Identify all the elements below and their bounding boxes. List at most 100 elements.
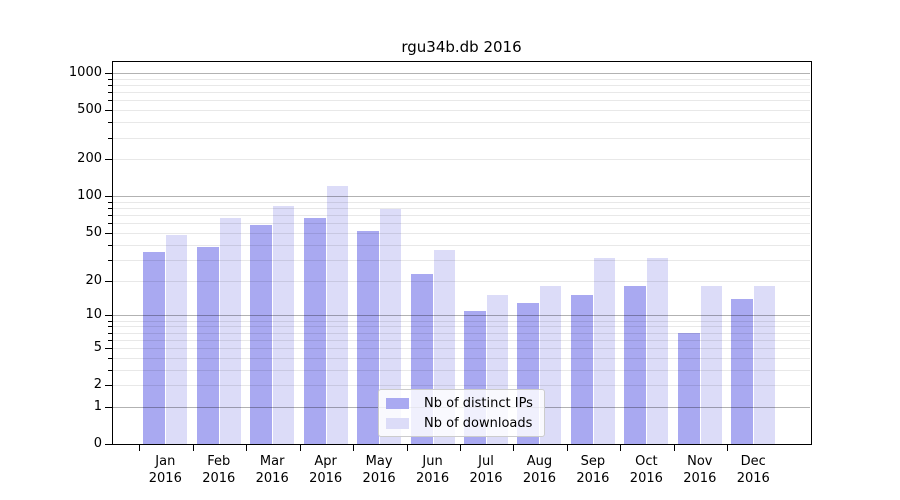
y-minor-tick bbox=[108, 332, 112, 334]
gridline-minor bbox=[113, 332, 810, 334]
x-tick bbox=[727, 445, 729, 451]
y-tick bbox=[105, 385, 112, 387]
gridline-minor bbox=[113, 201, 810, 203]
gridline-minor bbox=[113, 208, 810, 210]
x-tick-label: Oct 2016 bbox=[616, 453, 676, 487]
y-tick-label: 5 bbox=[93, 340, 102, 356]
gridline-minor bbox=[113, 326, 810, 328]
bar-downloads bbox=[219, 218, 241, 445]
x-tick-year: 2016 bbox=[629, 471, 663, 486]
y-tick-label: 10 bbox=[85, 307, 102, 323]
y-tick-label: 200 bbox=[77, 151, 102, 167]
bar-downloads bbox=[540, 286, 562, 445]
legend-label-downloads: Nb of downloads bbox=[424, 415, 533, 431]
gridline-minor bbox=[113, 369, 810, 371]
x-tick bbox=[139, 445, 141, 451]
y-tick-label: 100 bbox=[77, 188, 102, 204]
gridline-minor bbox=[113, 233, 810, 234]
bar-distinct-ips bbox=[250, 225, 273, 445]
y-minor-tick bbox=[108, 357, 112, 359]
x-tick-label: Dec 2016 bbox=[723, 453, 783, 487]
x-tick-label: Apr 2016 bbox=[296, 453, 356, 487]
x-tick-year: 2016 bbox=[416, 471, 450, 486]
gridline-minor bbox=[113, 215, 810, 217]
bar-downloads bbox=[326, 186, 348, 445]
y-tick bbox=[105, 233, 112, 234]
bar-distinct-ips bbox=[624, 286, 647, 445]
x-tick-year: 2016 bbox=[148, 471, 182, 486]
gridline-minor bbox=[113, 348, 810, 350]
plot-border bbox=[111, 61, 812, 445]
x-tick-year: 2016 bbox=[576, 471, 610, 486]
x-tick-year: 2016 bbox=[522, 471, 556, 486]
y-minor-tick bbox=[108, 92, 112, 94]
x-tick-label: Jul 2016 bbox=[456, 453, 516, 487]
legend-item-downloads: Nb of downloads bbox=[386, 415, 537, 431]
x-tick bbox=[460, 445, 461, 451]
bar-downloads bbox=[647, 258, 669, 445]
bar-downloads bbox=[593, 258, 615, 445]
gridline-minor bbox=[113, 122, 810, 124]
x-tick-label: Jan 2016 bbox=[135, 453, 195, 487]
x-tick bbox=[620, 445, 622, 451]
x-tick bbox=[246, 445, 248, 451]
chart-title: rgu34b.db 2016 bbox=[401, 38, 522, 56]
legend-swatch-distinct-ips bbox=[386, 397, 409, 409]
bar-downloads bbox=[273, 205, 295, 445]
bar-distinct-ips bbox=[731, 298, 754, 445]
gridline-minor bbox=[113, 223, 810, 225]
y-minor-tick bbox=[108, 369, 112, 371]
y-minor-tick bbox=[108, 223, 112, 225]
legend-item-distinct-ips: Nb of distinct IPs bbox=[386, 395, 537, 411]
x-tick-year: 2016 bbox=[255, 471, 289, 486]
gridline-minor bbox=[113, 339, 810, 341]
bar-distinct-ips bbox=[677, 332, 700, 445]
y-tick-label: 0 bbox=[93, 436, 102, 452]
x-tick bbox=[353, 445, 355, 451]
x-tick bbox=[192, 445, 194, 451]
y-minor-tick bbox=[108, 215, 112, 217]
x-tick-year: 2016 bbox=[202, 471, 236, 486]
y-minor-tick bbox=[108, 320, 112, 322]
x-tick-year: 2016 bbox=[362, 471, 396, 486]
bar-distinct-ips bbox=[143, 251, 166, 445]
y-tick bbox=[105, 196, 112, 198]
gridline-major bbox=[113, 72, 810, 74]
y-tick bbox=[105, 72, 112, 74]
y-tick bbox=[105, 315, 112, 317]
legend-swatch-downloads bbox=[386, 417, 409, 429]
y-tick-label: 1 bbox=[93, 399, 102, 415]
gridline-minor bbox=[113, 244, 810, 246]
gridline-minor bbox=[113, 78, 810, 80]
x-tick-label: May 2016 bbox=[349, 453, 409, 487]
y-tick-label: 1000 bbox=[68, 64, 102, 80]
y-tick bbox=[105, 110, 112, 112]
gridline-minor bbox=[113, 385, 810, 387]
x-tick bbox=[513, 445, 515, 451]
y-minor-tick bbox=[108, 208, 112, 210]
y-tick bbox=[105, 159, 112, 161]
y-tick-label: 500 bbox=[77, 102, 102, 118]
gridline-minor bbox=[113, 92, 810, 94]
y-minor-tick bbox=[108, 100, 112, 102]
x-tick-year: 2016 bbox=[683, 471, 717, 486]
legend-label-distinct-ips: Nb of distinct IPs bbox=[424, 395, 533, 411]
gridline-major bbox=[113, 315, 810, 317]
y-minor-tick bbox=[108, 339, 112, 341]
x-tick-label: Jun 2016 bbox=[403, 453, 463, 487]
x-tick-year: 2016 bbox=[736, 471, 770, 486]
x-tick bbox=[406, 445, 408, 451]
bar-downloads bbox=[380, 209, 402, 445]
gridline-minor bbox=[113, 84, 810, 86]
x-tick-label: Mar 2016 bbox=[242, 453, 302, 487]
y-tick bbox=[105, 280, 112, 282]
bar-downloads bbox=[754, 286, 776, 445]
y-tick-label: 20 bbox=[85, 272, 102, 288]
x-tick-label: Feb 2016 bbox=[189, 453, 249, 487]
y-tick bbox=[105, 444, 112, 446]
x-tick-label: Nov 2016 bbox=[670, 453, 730, 487]
y-minor-tick bbox=[108, 84, 112, 86]
bar-distinct-ips bbox=[196, 247, 219, 445]
bar-distinct-ips bbox=[357, 230, 380, 445]
